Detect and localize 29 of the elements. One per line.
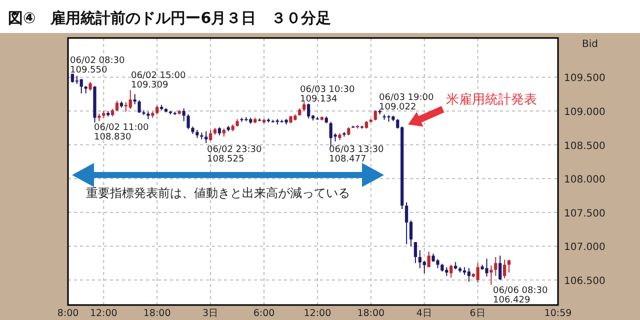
x-tick-label: 18:00	[357, 308, 385, 319]
annotation: 06/02 23:30 108.525	[207, 145, 262, 164]
annotation: 06/06 08:30 106.429	[493, 286, 548, 306]
x-tick-label: 18:00	[143, 308, 171, 319]
x-tick-label: 6日	[470, 308, 486, 319]
annotation: 06/02 08:30 109.550	[70, 56, 126, 76]
y-tick-label: 108.500	[564, 140, 606, 152]
chart-title: 図④ 雇用統計前のドル円ー6月３日 ３０分足	[8, 9, 332, 27]
x-tick-label: 3日	[202, 308, 219, 319]
annotation: 06/03 10:30 109.134	[300, 85, 356, 104]
annotation: 06/02 15:00 109.309	[131, 71, 186, 90]
annotation: 米雇用統計発表	[446, 92, 538, 108]
annotation: 重要指標発表前は、値動きと出来高が減っている	[86, 186, 350, 200]
y-tick-label: 108.000	[564, 174, 606, 186]
annotation: 06/03 13:30 108.477	[329, 145, 384, 164]
x-tick-label: 12:00	[90, 308, 118, 319]
x-tick-label: 10:59	[544, 308, 572, 319]
y-tick-label: 106.500	[564, 276, 606, 287]
y-tick-label: 107.500	[564, 208, 606, 220]
y-tick-label: 107.000	[564, 242, 606, 254]
x-tick-label: 8:00	[57, 308, 79, 319]
y-tick-label: 109.000	[564, 107, 606, 118]
x-tick-label: 12:00	[304, 308, 332, 319]
annotation: 06/03 19:00 109.022	[379, 93, 434, 112]
x-tick-label: 6:00	[253, 308, 275, 319]
annotation: 06/02 11:00 108.830	[94, 123, 150, 142]
x-tick-label: 4日	[416, 308, 432, 319]
y-tick-label: 109.500	[564, 73, 606, 84]
y-axis-title: Bid	[582, 39, 598, 50]
